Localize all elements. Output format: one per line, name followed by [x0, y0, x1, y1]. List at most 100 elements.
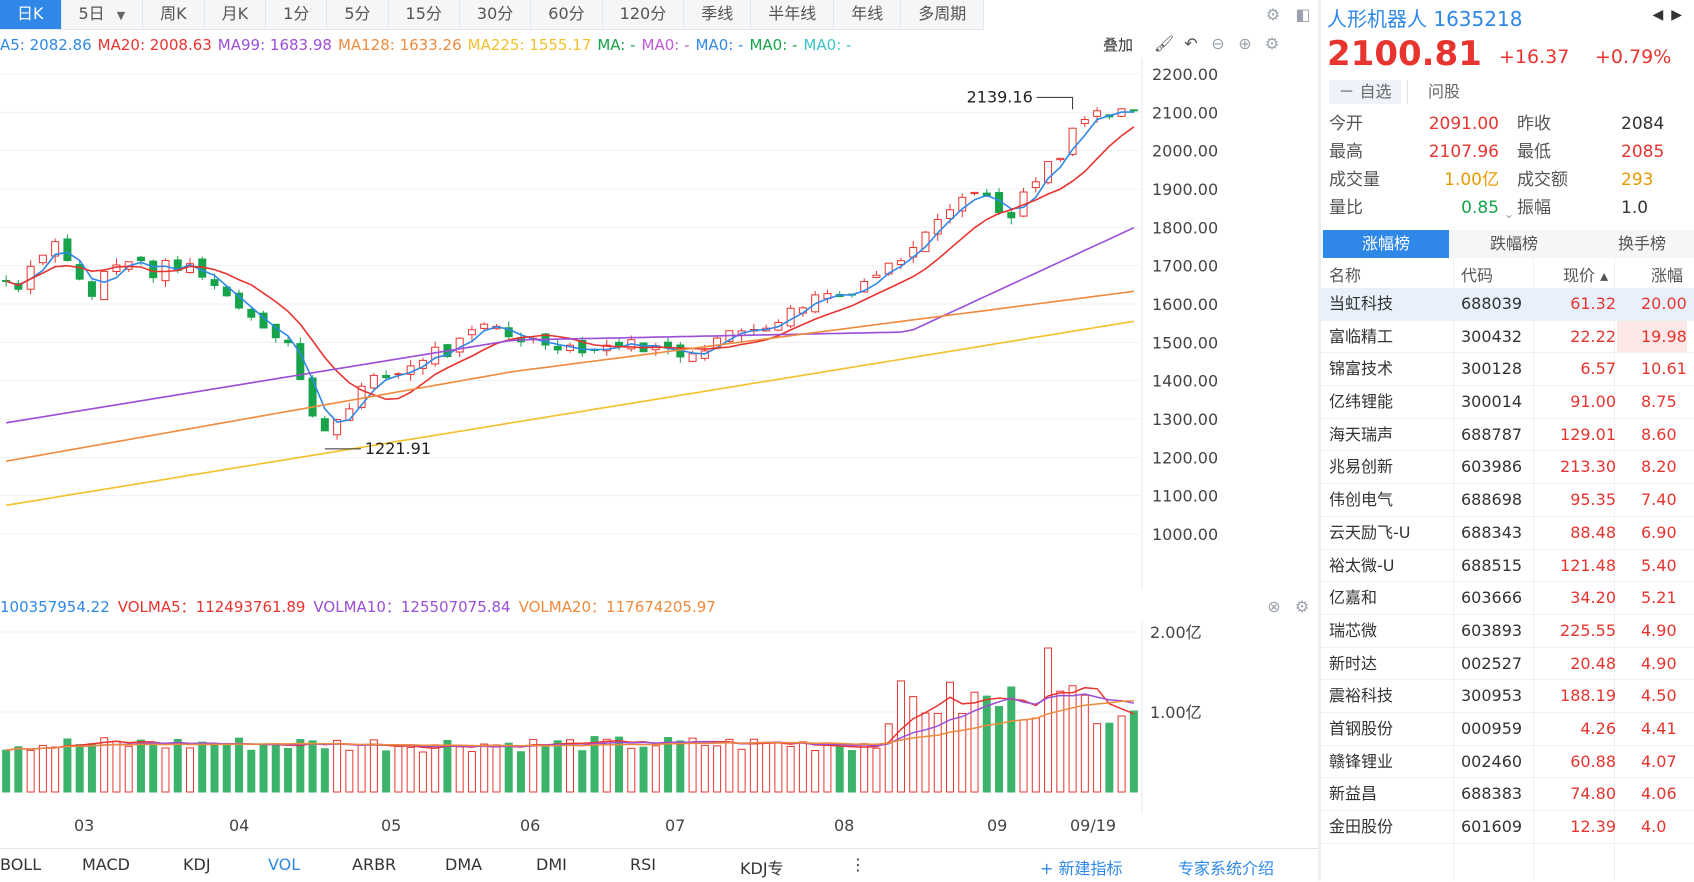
- table-row[interactable]: 海天瑞声 688787 129.01 8.60: [1321, 419, 1694, 452]
- indicator-tab-0[interactable]: BOLL: [0, 855, 42, 874]
- low-annotation: 1221.91: [365, 439, 431, 458]
- col-name[interactable]: 名称: [1329, 266, 1362, 285]
- panel-toggle-icon[interactable]: ◧: [1295, 4, 1311, 24]
- indicator-tab-6[interactable]: DMI: [536, 855, 567, 874]
- indicator-tab-5[interactable]: DMA: [445, 855, 483, 874]
- indicator-tabs: BOLL MACD KDJ VOL ARBR DMA DMI RSI KDJ专 ⋮ + 新建指标 专家…: [0, 848, 1318, 882]
- x-axis: 03 04 05 06 07 08 09 09/19: [0, 812, 1230, 840]
- volume-chart[interactable]: 2.00亿 1.00亿: [0, 622, 1318, 812]
- cell-name: 瑞芯微: [1329, 620, 1378, 640]
- zoom-out-icon[interactable]: ⊖: [1211, 33, 1225, 53]
- candle: [1129, 109, 1138, 112]
- ranking-tab-0[interactable]: 涨幅榜: [1323, 230, 1449, 258]
- expand-chevron-icon[interactable]: ⌄: [1504, 207, 1515, 221]
- candle: [467, 329, 476, 336]
- undo-icon[interactable]: ↶: [1184, 33, 1198, 53]
- divider: [1614, 258, 1615, 881]
- indicator-tab-1[interactable]: MACD: [82, 855, 130, 874]
- volume-bar: [26, 749, 35, 793]
- indicator-tab-2[interactable]: KDJ: [183, 855, 211, 874]
- panel-divider[interactable]: [1318, 0, 1321, 881]
- y-tick-label: 2200.00: [1152, 65, 1218, 84]
- cell-chg: 4.50: [1641, 686, 1677, 706]
- table-row[interactable]: 裕太微-U 688515 121.48 5.40: [1321, 550, 1694, 583]
- brush-icon[interactable]: 🖌: [1153, 33, 1175, 53]
- volume-settings-icon[interactable]: ⚙: [1294, 596, 1310, 616]
- indicator-tab-9[interactable]: ⋮: [850, 855, 866, 874]
- tab-period-5[interactable]: 5分: [327, 0, 389, 29]
- next-stock-icon[interactable]: ▶: [1671, 7, 1690, 23]
- cell-price: 34.20: [1570, 588, 1616, 608]
- gear-icon[interactable]: ⚙: [1265, 4, 1281, 24]
- close-volume-icon[interactable]: ⊗: [1267, 596, 1281, 616]
- new-indicator-link[interactable]: + 新建指标: [1040, 859, 1123, 878]
- volume-bar: [1080, 694, 1089, 793]
- table-row[interactable]: 赣锋锂业 002460 60.88 4.07: [1321, 746, 1694, 779]
- divider: [1453, 258, 1454, 881]
- table-row[interactable]: 兆易创新 603986 213.30 8.20: [1321, 451, 1694, 485]
- tab-period-4[interactable]: 1分: [266, 0, 328, 29]
- overlay-button[interactable]: 叠加: [1103, 36, 1134, 54]
- prev-stock-icon[interactable]: ◀: [1652, 7, 1672, 23]
- cell-name: 震裕科技: [1329, 686, 1394, 706]
- tab-period-11[interactable]: 半年线: [751, 0, 835, 29]
- tab-period-8[interactable]: 60分: [531, 0, 603, 29]
- volume-bar: [357, 744, 366, 793]
- tab-period-7[interactable]: 30分: [460, 0, 532, 29]
- table-row[interactable]: 亿纬锂能 300014 91.00 8.75: [1321, 386, 1694, 419]
- col-change[interactable]: 涨幅: [1651, 266, 1684, 285]
- candle: [320, 418, 329, 432]
- remove-watchlist-button[interactable]: － 自选: [1329, 80, 1401, 104]
- table-row[interactable]: 云天励飞-U 688343 88.48 6.90: [1321, 517, 1694, 550]
- tab-period-13[interactable]: 多周期: [901, 0, 985, 29]
- y-tick-label: 1200.00: [1152, 448, 1218, 467]
- table-row[interactable]: 金田股份 601609 12.39 4.0: [1321, 811, 1694, 844]
- candle: [63, 238, 72, 261]
- tab-period-12[interactable]: 年线: [834, 0, 902, 29]
- zoom-in-icon[interactable]: ⊕: [1238, 33, 1252, 53]
- table-row[interactable]: 亿嘉和 603666 34.20 5.21: [1321, 582, 1694, 615]
- price-chart[interactable]: 2200.00 2100.00 2000.00 1900.00 1800.00 1700.…: [0, 58, 1318, 588]
- volume-bar: [100, 737, 109, 793]
- table-row[interactable]: 新益昌 688383 74.80 4.06: [1321, 778, 1694, 811]
- table-row[interactable]: 伟创电气 688698 95.35 7.40: [1321, 484, 1694, 517]
- ranking-tab-2[interactable]: 换手榜: [1617, 234, 1666, 253]
- indicator-tab-4[interactable]: ARBR: [352, 855, 397, 874]
- table-row[interactable]: 首钢股份 000959 4.26 4.41: [1321, 713, 1694, 746]
- tab-period-1[interactable]: 5日 ▼: [62, 0, 144, 29]
- y-tick-label: 2100.00: [1152, 103, 1218, 122]
- tab-period-0[interactable]: 日K: [0, 0, 62, 29]
- volume-bar: [1068, 685, 1077, 793]
- indicator-tab-8[interactable]: KDJ专: [740, 859, 784, 878]
- table-row[interactable]: 新时达 002527 20.48 4.90: [1321, 648, 1694, 681]
- chart-settings-icon[interactable]: ⚙: [1264, 33, 1280, 53]
- table-row[interactable]: 当虹科技 688039 61.32 20.00: [1321, 288, 1694, 321]
- tab-period-3[interactable]: 月K: [205, 0, 267, 29]
- ask-stock-button[interactable]: 问股: [1407, 80, 1480, 104]
- cell-code: 603986: [1461, 457, 1523, 477]
- ranking-tab-1[interactable]: 跌幅榜: [1489, 234, 1538, 253]
- volume-bar: [63, 738, 72, 793]
- tab-period-10[interactable]: 季线: [684, 0, 752, 29]
- tab-period-2[interactable]: 周K: [143, 0, 205, 29]
- cell-price: 95.35: [1570, 490, 1616, 510]
- tab-label: 15分: [405, 4, 442, 23]
- volume-bar: [602, 738, 611, 793]
- indicator-tab-3[interactable]: VOL: [268, 855, 301, 874]
- tab-period-9[interactable]: 120分: [603, 0, 685, 29]
- table-row[interactable]: 锦富技术 300128 6.57 10.61: [1321, 353, 1694, 387]
- table-row[interactable]: 富临精工 300432 22.22 19.98: [1321, 320, 1694, 354]
- stock-name[interactable]: 人形机器人 1635218: [1327, 7, 1523, 31]
- table-row[interactable]: 瑞芯微 603893 225.55 4.90: [1321, 615, 1694, 648]
- col-price[interactable]: 现价 ▴: [1563, 266, 1609, 285]
- volume-bar: [933, 712, 942, 793]
- volume-bar: [320, 748, 329, 793]
- tab-period-6[interactable]: 15分: [389, 0, 460, 29]
- volume-bar: [75, 744, 84, 793]
- expert-system-link[interactable]: 专家系统介绍: [1178, 859, 1275, 878]
- col-code[interactable]: 代码: [1461, 266, 1494, 285]
- indicator-tab-7[interactable]: RSI: [630, 855, 656, 874]
- cell-name: 新益昌: [1329, 784, 1378, 804]
- table-row[interactable]: 震裕科技 300953 188.19 4.50: [1321, 680, 1694, 713]
- candle: [75, 264, 84, 280]
